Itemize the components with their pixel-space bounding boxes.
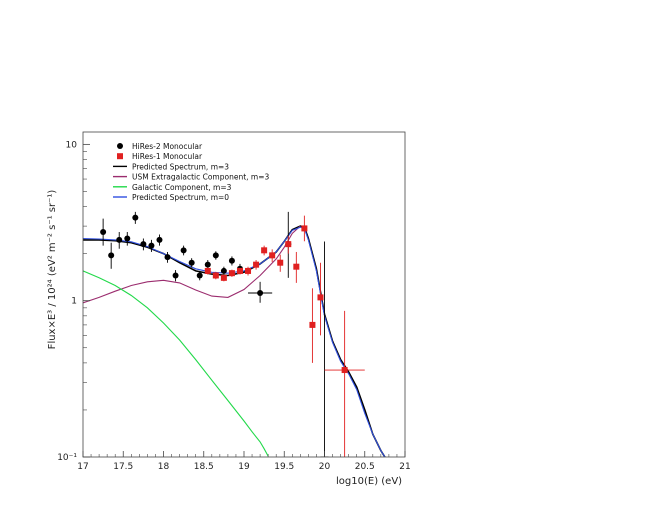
x-tick-label: 19 [238, 462, 250, 472]
axis-ticks: 17 17.5 18 18.5 19 19.5 20 20.5 21 10⁻¹ 1 10 [57, 140, 411, 472]
x-tick-label: 17.5 [113, 462, 133, 472]
data-point [156, 236, 163, 243]
data-point [212, 252, 219, 259]
y-tick-label: 1 [71, 297, 77, 307]
x-tick-label: 18 [158, 462, 170, 472]
data-point [341, 367, 348, 374]
legend-label: Predicted Spectrum, m=0 [132, 193, 229, 202]
x-tick-label: 20 [319, 462, 331, 472]
legend-label: Galactic Component, m=3 [132, 183, 232, 192]
legend-label: Predicted Spectrum, m=3 [132, 162, 229, 171]
data-point [317, 294, 324, 301]
data-point [228, 257, 235, 264]
x-tick-label: 17 [77, 462, 88, 472]
data-point [164, 254, 171, 261]
data-point [285, 241, 292, 248]
curve-line [83, 225, 301, 304]
data-point [108, 252, 115, 259]
data-point [309, 321, 316, 328]
data-point [236, 267, 243, 274]
x-tick-label: 20.5 [355, 462, 375, 472]
data-point [196, 272, 203, 279]
x-tick-label: 19.5 [274, 462, 294, 472]
data-point [212, 272, 219, 279]
data-point [100, 229, 107, 236]
x-tick-label: 21 [399, 462, 410, 472]
data-point [220, 274, 227, 281]
data-point [245, 267, 252, 274]
data-point [220, 267, 227, 274]
data-point [148, 242, 155, 249]
data-markers [100, 214, 348, 374]
data-point [257, 289, 264, 296]
data-point [293, 263, 300, 270]
data-point [172, 272, 179, 279]
y-tick-label: 10⁻¹ [57, 453, 77, 463]
data-point [277, 259, 284, 266]
data-point [124, 235, 131, 242]
legend-marker [117, 153, 123, 160]
curve-line [83, 270, 269, 457]
error-bars [102, 211, 365, 457]
legend-label: HiRes-2 Monocular [132, 142, 203, 151]
data-point [188, 259, 195, 266]
data-point [204, 267, 211, 274]
data-point [204, 261, 211, 268]
legend-label: USM Extragalactic Component, m=3 [132, 173, 269, 182]
y-tick-label: 10 [66, 140, 78, 150]
data-point [301, 225, 308, 232]
data-point [253, 261, 260, 268]
x-tick-label: 18.5 [194, 462, 214, 472]
data-point [180, 247, 187, 254]
legend-marker [117, 143, 123, 149]
data-point [116, 236, 123, 243]
y-axis-title: Flux×E³ / 10²⁴ (eV² m⁻² s⁻¹ sr⁻¹) [47, 190, 58, 350]
data-point [261, 247, 268, 254]
data-point [132, 214, 139, 221]
data-point [269, 252, 276, 259]
data-point [228, 270, 235, 277]
legend-label: HiRes-1 Monocular [132, 152, 203, 161]
x-axis-title: log10(E) (eV) [336, 476, 402, 487]
data-point [140, 241, 147, 248]
